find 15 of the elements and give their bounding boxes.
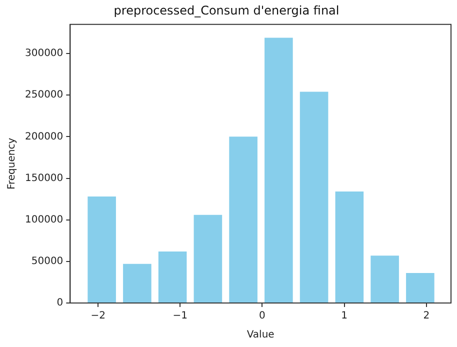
y-tick-label: 250000 (24, 90, 64, 101)
y-tick-label: 150000 (24, 172, 64, 184)
y-tick-label: 200000 (24, 131, 64, 142)
x-tick-label: 2 (423, 310, 430, 322)
y-tick-label: 100000 (24, 214, 64, 226)
x-tick-label: −1 (172, 310, 188, 322)
y-tick-label: 300000 (24, 48, 64, 60)
x-axis-title: Value (246, 330, 274, 341)
x-tick-label: −2 (90, 310, 106, 322)
y-axis-title: Frequency (6, 138, 18, 190)
y-tick-label: 0 (56, 298, 64, 309)
x-tick-label: 1 (341, 310, 348, 322)
x-tick-label: 0 (259, 310, 266, 322)
y-tick-label: 50000 (31, 256, 64, 268)
chart-title: preprocessed_Consum d'energia final (114, 3, 340, 18)
